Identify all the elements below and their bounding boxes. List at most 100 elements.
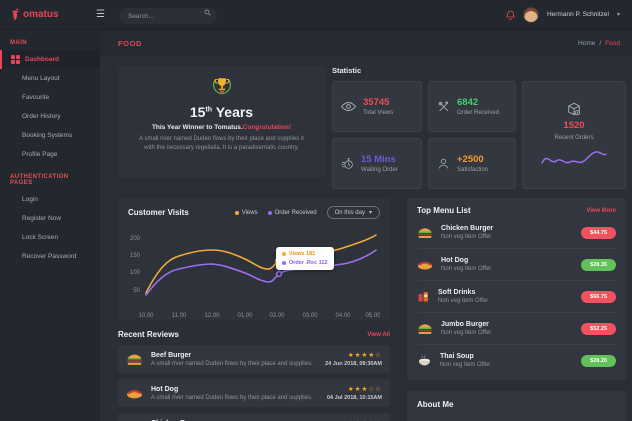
legend-label: Order Received: [274, 209, 317, 216]
sidebar-item-lock-screen[interactable]: Lock Screen: [0, 228, 100, 247]
recent-reviews-title: Recent Reviews: [118, 330, 179, 339]
chart-tooltip: Views 181 Order .Rec 112: [276, 247, 334, 270]
sidebar-item-label: Favourite: [22, 94, 50, 101]
svg-text:10.00: 10.00: [138, 313, 154, 319]
review-name: Beef Burger: [151, 351, 192, 359]
menu-item-desc: Non veg item Offer: [441, 266, 492, 272]
stat-label: Recent Orders: [554, 134, 594, 141]
sidebar-item-label: Dashboard: [25, 56, 59, 63]
burger-icon: [127, 354, 142, 365]
svg-text:11.00: 11.00: [172, 313, 187, 319]
dropdown-label: On this day: [334, 209, 365, 216]
review-item-beef-burger: Beef Burger A small river named Duden fl…: [118, 345, 390, 373]
sidebar-item-label: Recover Password: [22, 253, 77, 260]
sidebar-item-login[interactable]: Login: [0, 190, 100, 209]
sidebar-item-label: Lock Screen: [22, 234, 59, 241]
menu-item-jumbo-burger[interactable]: Jumbo Burger Non veg item Offer $52.25: [417, 313, 616, 345]
stat-label: Waiting Order: [361, 167, 398, 173]
legend-order-received[interactable]: Order Received: [267, 209, 317, 216]
stat-label: Total Views: [363, 110, 394, 116]
menu-item-soft-drinks[interactable]: Soft Drinks Non veg item Offer $66.75: [417, 281, 616, 313]
menu-item-chicken-burger[interactable]: Chicken Burger Non veg item Offer $44.75: [417, 217, 616, 249]
tooltip-views-value: Views 181: [289, 251, 316, 257]
sidebar-item-register-now[interactable]: Register Now: [0, 209, 100, 228]
sidebar-item-label: Profile Page: [22, 151, 58, 158]
svg-text:150: 150: [130, 253, 141, 259]
search-input[interactable]: [118, 8, 217, 25]
banner-winner-line: This Year Winner to Tomatus.Congratulati…: [151, 124, 292, 131]
review-text: A small river named Duden flows by their…: [151, 360, 313, 367]
review-item-hot-dog: Hot Dog A small river named Duden flows …: [118, 379, 390, 407]
stat-value: +2500: [457, 154, 484, 165]
chart-range-dropdown[interactable]: On this day ▾: [326, 206, 380, 219]
utensils-icon: [438, 101, 449, 112]
review-name: Hot Dog: [151, 385, 179, 393]
sidebar-item-recover-password[interactable]: Recover Password: [0, 247, 100, 266]
menu-item-desc: Non veg item Offer: [438, 298, 489, 304]
view-all-link[interactable]: View All: [367, 331, 390, 338]
breadcrumb-bar: FOOD Home / Food: [100, 30, 632, 56]
breadcrumb-home-link[interactable]: Home: [578, 39, 596, 47]
view-more-link[interactable]: View More: [586, 207, 616, 214]
stat-card-total-views: 35745 Total Views: [332, 81, 422, 132]
drink-icon: [418, 292, 428, 302]
user-avatar[interactable]: [522, 6, 539, 23]
legend-views[interactable]: Views: [234, 209, 258, 216]
menu-item-hot-dog[interactable]: Hot Dog Non veg item Offer $28.35: [417, 249, 616, 281]
topbar-actions: Hermann P. Schnitzel ▾: [506, 6, 632, 23]
burger-icon: [418, 228, 432, 238]
banner-title: 15th Years: [189, 104, 254, 120]
menu-toggle-icon[interactable]: ☰: [96, 9, 105, 20]
brand-name: omatus: [23, 9, 59, 20]
menu-item-name: Chicken Burger: [441, 225, 494, 232]
sidebar-item-menu-layout[interactable]: Menu Layout: [0, 69, 100, 88]
sidebar-item-dashboard[interactable]: Dashboard: [0, 50, 100, 69]
chart-legend: Views Order Received: [234, 209, 317, 216]
brand-logo[interactable]: omatus: [0, 0, 88, 30]
user-name[interactable]: Hermann P. Schnitzel: [546, 11, 609, 18]
order-received-marker: [275, 270, 283, 278]
tooltip-dot-views: [282, 252, 286, 256]
stat-value: 1520: [563, 119, 585, 131]
top-menu-title: Top Menu List: [417, 206, 471, 215]
svg-text:05.00: 05.00: [365, 313, 380, 319]
menu-item-name: Soft Drinks: [438, 289, 476, 296]
sidebar-item-profile-page[interactable]: Profile Page: [0, 145, 100, 164]
sidebar-item-order-history[interactable]: Order History: [0, 107, 100, 126]
sidebar-item-label: Booking Systems: [22, 132, 73, 139]
legend-dot-order-received: [267, 210, 272, 215]
menu-item-desc: Non veg item Offer: [441, 234, 492, 240]
about-me-card: About Me: [407, 391, 626, 421]
topbar: omatus ☰ Hermann P. Schnitzel ▾: [0, 0, 632, 30]
menu-item-thai-soup[interactable]: Thai Soup Non veg item Offer $28.20: [417, 345, 616, 376]
sidebar-item-label: Menu Layout: [22, 75, 60, 82]
svg-text:50: 50: [133, 288, 140, 294]
menu-item-name: Hot Dog: [441, 257, 469, 264]
review-date: 04 Jul 2018, 10:15AM: [326, 395, 382, 401]
star-rating: ★★★☆☆: [347, 386, 382, 393]
hotdog-icon: [418, 261, 432, 270]
user-menu-caret-icon[interactable]: ▾: [616, 12, 620, 18]
order-received-line: [145, 249, 377, 296]
congrats-text: Congratulation!: [242, 124, 292, 131]
stat-label: Satisfaction: [457, 167, 489, 173]
hotdog-icon: [127, 390, 142, 399]
eye-icon: [341, 101, 356, 112]
menu-item-name: Jumbo Burger: [441, 321, 489, 328]
sidebar-item-favourite[interactable]: Favourite: [0, 88, 100, 107]
tooltip-dot-order: [282, 261, 286, 265]
sidebar: MAIN Dashboard Menu Layout Favourite Ord…: [0, 30, 100, 421]
search-icon[interactable]: [204, 9, 211, 16]
svg-text:200: 200: [130, 236, 141, 242]
statistics-section: Statistic 35745 Total Views: [332, 66, 626, 189]
sidebar-item-label: Login: [22, 196, 38, 203]
menu-item-desc: Non veg item Offer: [440, 362, 491, 368]
legend-label: Views: [241, 209, 258, 216]
dashboard-grid-icon: [11, 55, 20, 64]
svg-text:04.00: 04.00: [335, 313, 351, 319]
trophy-icon: [212, 78, 231, 95]
notification-bell-icon[interactable]: [506, 10, 515, 20]
sidebar-item-booking-systems[interactable]: Booking Systems: [0, 126, 100, 145]
line-chart: 200 150 100 50 10.00 11.00 12.00 01.00: [130, 234, 381, 319]
stat-card-waiting-order: 15 Mins Waiting Order: [332, 138, 422, 189]
